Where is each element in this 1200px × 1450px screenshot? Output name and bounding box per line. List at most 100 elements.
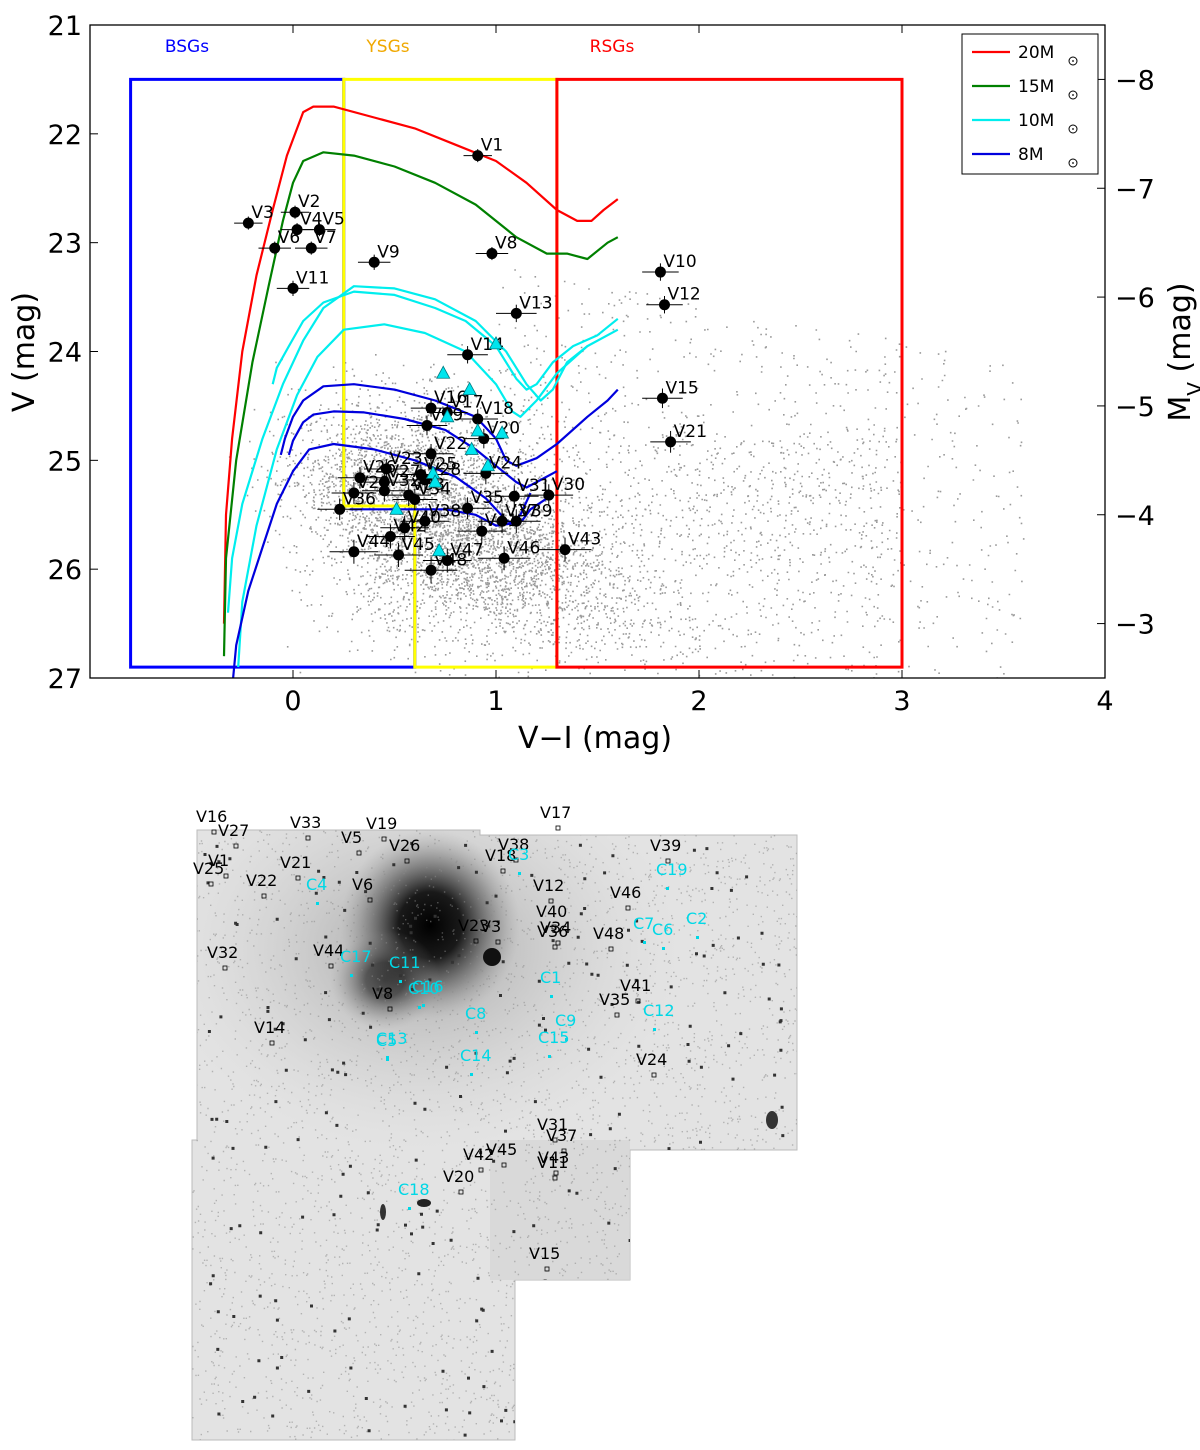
star-marker (291, 224, 303, 236)
star-v3: V3 (234, 203, 274, 230)
image-label-c6: C6 (652, 920, 673, 939)
star-marker (378, 485, 390, 497)
image-label-c10: C10 (408, 979, 440, 998)
y-tick-label: 23 (48, 229, 82, 260)
image-marker (552, 1137, 558, 1143)
cepheid-12 (427, 474, 443, 488)
star-v42: V42 (366, 517, 427, 549)
star-label: V39 (519, 501, 552, 521)
track-10m_c (237, 323, 589, 668)
image-label-v37: V37 (546, 1126, 577, 1145)
star-v9: V9 (357, 242, 400, 270)
sun-symbol (1068, 124, 1078, 134)
image-marker (473, 938, 479, 944)
star-v32: V32 (362, 471, 421, 502)
image-label-v12: V12 (533, 876, 564, 895)
y-axis-label: V (mag) (7, 292, 42, 412)
y-tick-label: 24 (48, 338, 82, 369)
image-marker (544, 1266, 550, 1272)
mosaic-content (192, 830, 797, 1440)
y-tick-label: 21 (48, 11, 82, 42)
image-marker-cyan (565, 1038, 568, 1041)
star-marker (476, 525, 488, 537)
image-marker-cyan (316, 902, 319, 905)
sun-dot (1072, 60, 1074, 62)
evolutionary-tracks (222, 105, 619, 678)
image-marker (561, 1148, 567, 1154)
star-label: V35 (471, 488, 504, 508)
image-label-v48: V48 (593, 924, 624, 943)
star-label: V10 (663, 252, 696, 272)
star-marker (305, 242, 317, 254)
image-label-v45: V45 (486, 1140, 517, 1159)
legend-label: 8M (1018, 145, 1043, 165)
image-marker (555, 825, 561, 831)
image-label-c17: C17 (340, 947, 372, 966)
star-marker (472, 413, 484, 425)
image-label-v17: V17 (540, 803, 571, 822)
cepheid-10 (389, 501, 404, 515)
star-label: V15 (665, 378, 698, 398)
star-marker (543, 489, 555, 501)
image-label-v46: V46 (610, 883, 641, 902)
star-marker (425, 448, 437, 460)
star-marker (665, 436, 677, 448)
image-label-v24: V24 (636, 1050, 667, 1069)
image-marker-cyan (386, 1058, 389, 1061)
cepheid-2 (488, 336, 504, 350)
star-label: V40 (408, 508, 441, 528)
star-marker (384, 531, 396, 543)
star-label: V11 (296, 268, 329, 288)
y2-axis-subscript: V (1183, 382, 1200, 396)
star-label: V13 (519, 293, 552, 313)
star-marker (441, 554, 453, 566)
image-label-v14: V14 (254, 1018, 285, 1037)
image-marker-cyan (696, 936, 699, 939)
x-tick-label: 3 (893, 686, 910, 717)
star-label: V44 (357, 532, 390, 552)
star-label: V37 (505, 501, 538, 521)
image-marker-cyan (550, 995, 553, 998)
galaxy-core (340, 830, 520, 1020)
star-v6: V6 (258, 228, 300, 255)
image-marker (295, 875, 301, 881)
star-v47: V47 (422, 540, 484, 573)
y2-tick-label: −4 (1115, 501, 1155, 532)
star-label: V36 (343, 489, 376, 509)
image-marker (614, 1012, 620, 1018)
star-marker (462, 349, 474, 361)
image-marker (367, 897, 373, 903)
image-marker (625, 905, 631, 911)
image-marker-cyan (386, 1056, 389, 1059)
image-marker (513, 857, 519, 863)
star-label: V1 (481, 136, 503, 156)
image-label-v6: V6 (352, 875, 373, 894)
image-label-c19: C19 (656, 860, 688, 879)
image-marker-cyan (408, 1207, 411, 1210)
image-label-c3: C3 (508, 845, 529, 864)
image-marker (208, 881, 214, 887)
image-label-c9: C9 (555, 1011, 576, 1030)
star-marker (242, 217, 254, 229)
image-label-v22: V22 (246, 871, 277, 890)
image-marker (305, 835, 311, 841)
star-marker (510, 307, 522, 319)
star-v12: V12 (646, 285, 701, 314)
image-label-c14: C14 (460, 1046, 492, 1065)
y2-tick-label: −7 (1115, 174, 1155, 205)
star-label: V9 (377, 242, 399, 262)
image-label-c5: C5 (376, 1031, 397, 1050)
image-marker (651, 1072, 657, 1078)
image-label-c1: C1 (540, 968, 561, 987)
star-v11: V11 (276, 268, 329, 296)
image-marker-cyan (518, 872, 521, 875)
image-marker (608, 946, 614, 952)
image-marker (551, 924, 557, 930)
image-label-v35: V35 (599, 990, 630, 1009)
field-star-dots (228, 269, 1025, 678)
image-label-c2: C2 (686, 909, 707, 928)
legend: 20M 15M 10M 8M (961, 33, 1099, 175)
image-label-c13: C13 (376, 1029, 408, 1048)
